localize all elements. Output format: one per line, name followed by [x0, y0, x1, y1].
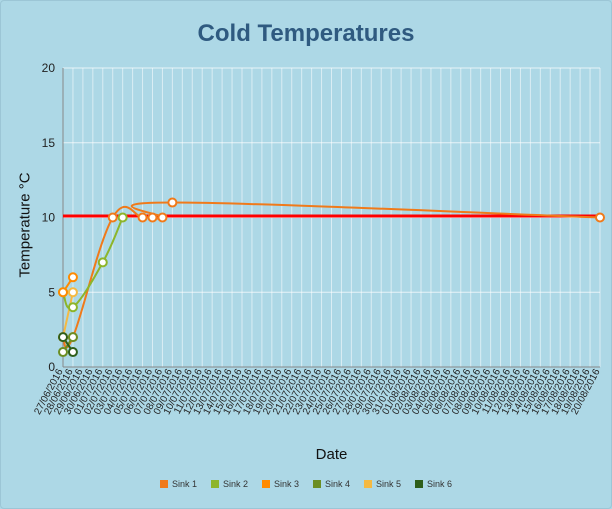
y-tick-label: 5 — [48, 285, 55, 299]
legend: Sink 1 Sink 2 Sink 3 Sink 4 Sink 5 Sink 6 — [0, 479, 612, 489]
legend-label: Sink 4 — [325, 479, 351, 489]
sink-1-point — [595, 212, 605, 223]
legend-swatch — [364, 480, 373, 488]
sink-2-point — [97, 257, 108, 268]
sink-2-line — [62, 217, 124, 310]
legend-label: Sink 2 — [222, 479, 248, 489]
sink-1-point — [107, 212, 118, 223]
legend-item-sink-2[interactable]: Sink 2 — [210, 479, 248, 489]
legend-item-sink-5[interactable]: Sink 5 — [364, 479, 401, 489]
sink-3-point — [58, 287, 68, 298]
sink-2-point — [67, 302, 78, 313]
legend-swatch — [210, 480, 219, 488]
legend-item-sink-6[interactable]: Sink 6 — [415, 479, 452, 489]
sink-6-point — [67, 347, 78, 358]
legend-item-sink-1[interactable]: Sink 1 — [159, 479, 197, 489]
sink-6-point — [58, 332, 68, 343]
sink-1-point — [167, 197, 178, 208]
legend-swatch — [415, 480, 424, 488]
sink-1-point — [147, 212, 158, 223]
sink-1-point — [157, 212, 168, 223]
y-tick-label: 0 — [48, 360, 55, 374]
y-tick-label: 10 — [42, 211, 56, 225]
legend-label: Sink 6 — [427, 479, 453, 489]
sink-4-point — [67, 332, 78, 343]
legend-swatch — [313, 480, 321, 488]
sink-4-point — [58, 347, 68, 358]
legend-swatch — [159, 480, 168, 488]
legend-label: Sink 1 — [171, 479, 197, 489]
legend-label: Sink 5 — [376, 479, 402, 489]
legend-swatch — [261, 480, 270, 488]
chart-title: Cold Temperatures — [197, 20, 415, 47]
y-tick-label: 15 — [42, 136, 56, 150]
sink-5-point — [67, 287, 78, 298]
legend-item-sink-4[interactable]: Sink 4 — [313, 479, 350, 489]
legend-item-sink-3[interactable]: Sink 3 — [261, 479, 299, 489]
y-tick-label: 20 — [42, 61, 56, 75]
sink-2-point — [117, 212, 128, 223]
legend-label: Sink 3 — [273, 479, 299, 489]
x-axis-label: Date — [315, 446, 348, 463]
sink-1-point — [137, 212, 148, 223]
sink-3-point — [67, 272, 78, 283]
